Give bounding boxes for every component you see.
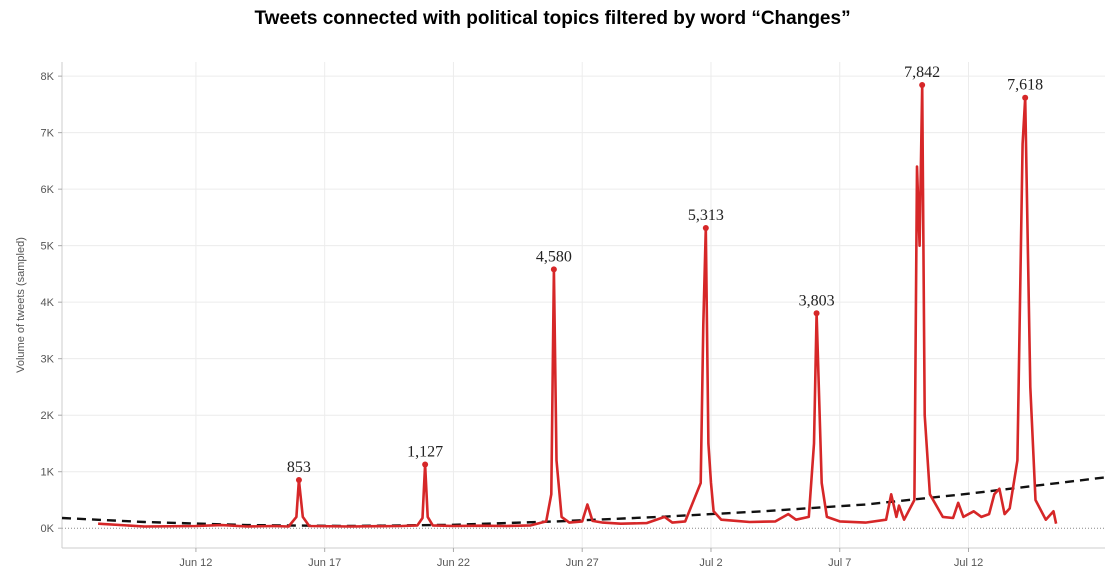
x-tick-label: Jun 27 xyxy=(566,557,599,569)
y-tick-label: 6K xyxy=(41,184,55,196)
peak-point xyxy=(1022,95,1028,101)
tweets-series-line xyxy=(98,85,1056,526)
x-tick-label: Jul 12 xyxy=(954,557,983,569)
x-tick-label: Jul 7 xyxy=(828,557,851,569)
peak-value-label: 1,127 xyxy=(407,444,443,461)
x-tick-label: Jun 22 xyxy=(437,557,470,569)
y-tick-label: 5K xyxy=(41,241,55,253)
peak-value-label: 4,580 xyxy=(536,248,572,265)
y-tick-label: 7K xyxy=(41,128,55,140)
y-tick-label: 2K xyxy=(41,410,55,422)
peak-value-label: 853 xyxy=(287,459,311,476)
peak-point xyxy=(296,477,302,483)
series-layer xyxy=(62,85,1105,526)
grid-lines xyxy=(62,62,1105,548)
peak-point xyxy=(551,266,557,272)
peak-point xyxy=(919,82,925,88)
peak-point xyxy=(814,310,820,316)
peak-point xyxy=(422,462,428,468)
data-labels: 853 1,127 4,580 5,313 3,803 7,842 7,618 xyxy=(287,64,1043,483)
y-tick-label: 8K xyxy=(41,71,55,83)
y-tick-label: 3K xyxy=(41,354,55,366)
peak-value-label: 5,313 xyxy=(688,207,724,224)
peak-value-label: 7,618 xyxy=(1007,77,1043,94)
y-axis-label: Volume of tweets (sampled) xyxy=(15,237,27,373)
axes: 0K 1K 2K 3K 4K 5K 6K 7K 8K Jun 12 Jun 17 Jun 22 Jun … xyxy=(41,62,1105,569)
y-tick-label: 1K xyxy=(41,467,55,479)
peak-value-label: 7,842 xyxy=(904,64,940,81)
peak-value-label: 3,803 xyxy=(799,292,835,309)
x-tick-label: Jun 17 xyxy=(308,557,341,569)
peak-point xyxy=(703,225,709,231)
x-tick-label: Jun 12 xyxy=(179,557,212,569)
x-tick-label: Jul 2 xyxy=(699,557,722,569)
y-tick-label: 4K xyxy=(41,297,55,309)
y-tick-label: 0K xyxy=(41,523,55,535)
